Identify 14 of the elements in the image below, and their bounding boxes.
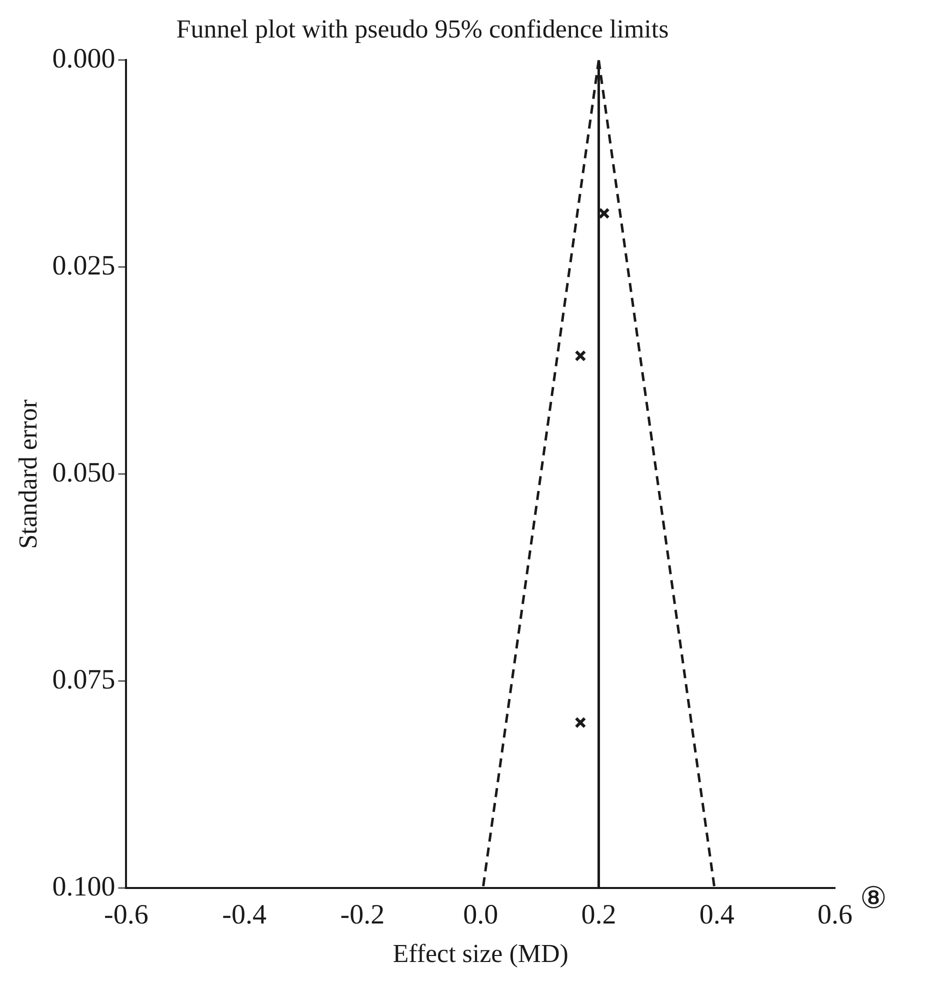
chart-title: Funnel plot with pseudo 95% confidence limits: [176, 14, 669, 44]
x-tick-label: -0.4: [222, 899, 266, 930]
y-tick-label: 0.025: [52, 250, 116, 282]
x-tick-label: 0.4: [699, 899, 734, 930]
x-axis-title: Effect size (MD): [392, 939, 568, 968]
y-tick-label: 0.050: [52, 458, 116, 489]
text: ⑧: [860, 881, 887, 916]
x-tick-label: 0.0: [463, 899, 498, 930]
y-tick-label: 0.000: [52, 44, 116, 75]
y-axis-title: Standard error: [13, 399, 42, 549]
x-tick-label: -0.2: [340, 899, 385, 930]
y-tick-label: 0.075: [52, 664, 116, 696]
x-tick-label: 0.6: [818, 899, 852, 930]
x-tick-label: 0.2: [581, 899, 616, 930]
